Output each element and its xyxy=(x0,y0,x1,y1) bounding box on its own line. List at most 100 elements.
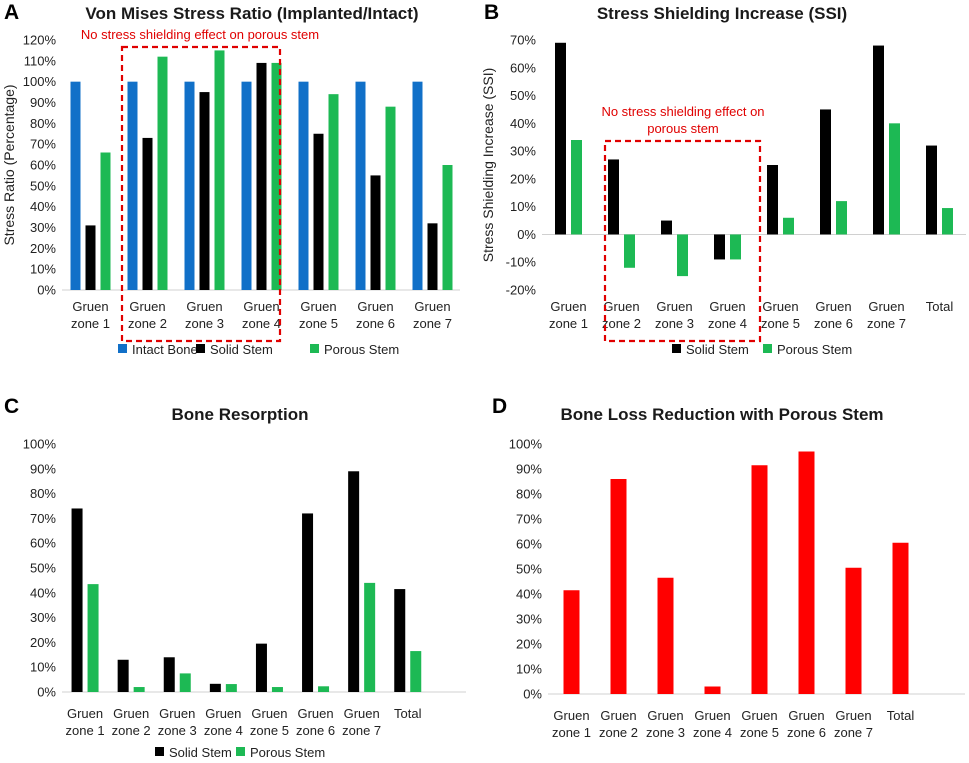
bar xyxy=(225,684,237,692)
legend-entry: Solid Stem xyxy=(210,342,273,357)
y-tick-label: 70% xyxy=(30,511,56,526)
chart-panel-c: C Bone Resorption 0% 10% 20% 30% 40% 50% 60% 70% 8… xyxy=(4,395,466,760)
panel-letter: A xyxy=(4,1,19,24)
bar xyxy=(157,56,168,290)
category-label: Gruen xyxy=(762,299,798,314)
category-label: Gruen xyxy=(72,299,108,314)
legend-swatch xyxy=(672,344,681,353)
category-label: zone 4 xyxy=(242,316,281,331)
legend-swatch xyxy=(118,344,127,353)
bar xyxy=(730,234,741,260)
legend-entry: Intact Bone xyxy=(132,342,198,357)
bar xyxy=(571,140,582,235)
category-label: Gruen xyxy=(788,708,824,723)
category-label: Gruen xyxy=(186,299,222,314)
category-label: zone 6 xyxy=(787,725,826,740)
y-tick-label: 0% xyxy=(517,227,536,242)
y-tick-label: -10% xyxy=(506,255,537,270)
bar xyxy=(608,159,619,235)
bar xyxy=(873,45,884,235)
category-label: zone 4 xyxy=(204,723,243,738)
chart-panel-a: A Von Mises Stress Ratio (Implanted/Intac… xyxy=(1,1,460,357)
category-label: Gruen xyxy=(67,706,103,721)
category-label: Gruen xyxy=(113,706,149,721)
bar xyxy=(70,81,81,291)
bar xyxy=(100,152,111,290)
bar xyxy=(942,208,953,235)
category-label: Gruen xyxy=(251,706,287,721)
y-tick-label: 20% xyxy=(30,241,56,256)
bar xyxy=(271,687,283,692)
y-tick-label: 110% xyxy=(24,53,57,68)
y-tick-label: 10% xyxy=(30,262,56,277)
category-label: zone 2 xyxy=(128,316,167,331)
panel-letter: D xyxy=(492,395,507,418)
bar xyxy=(926,145,937,235)
category-label: zone 2 xyxy=(602,316,641,331)
chart-panel-d: D Bone Loss Reduction with Porous Stem 0% 1… xyxy=(492,395,965,740)
bar xyxy=(767,165,778,235)
category-label: zone 3 xyxy=(158,723,197,738)
y-tick-label: 60% xyxy=(30,536,56,551)
category-label: zone 6 xyxy=(296,723,335,738)
bar xyxy=(661,220,672,235)
category-label: Gruen xyxy=(344,706,380,721)
category-label: Gruen xyxy=(647,708,683,723)
annotation-text: No stress shielding effect on porous ste… xyxy=(81,27,319,42)
bar xyxy=(845,567,862,694)
y-tick-label: 40% xyxy=(510,116,536,131)
bar xyxy=(256,62,267,290)
category-label: Gruen xyxy=(297,706,333,721)
annotation-box xyxy=(120,45,282,343)
bar xyxy=(271,62,282,290)
y-tick-label: 30% xyxy=(516,612,542,627)
y-tick-label: -20% xyxy=(506,283,537,298)
y-tick-label: 70% xyxy=(30,137,56,152)
chart-title: Von Mises Stress Ratio (Implanted/Intact… xyxy=(85,4,418,23)
category-label: zone 5 xyxy=(299,316,338,331)
category-label: zone 7 xyxy=(834,725,873,740)
y-tick-label: 70% xyxy=(510,33,536,48)
category-label: Gruen xyxy=(694,708,730,723)
category-label: zone 4 xyxy=(693,725,732,740)
bar xyxy=(87,584,99,692)
bar xyxy=(133,687,145,692)
bar xyxy=(199,92,210,290)
panel-letter: B xyxy=(484,1,499,24)
bar xyxy=(889,123,900,235)
y-tick-label: 100% xyxy=(23,74,57,89)
legend-entry: Porous Stem xyxy=(777,342,852,357)
y-tick-label: 90% xyxy=(30,95,56,110)
category-label: Gruen xyxy=(815,299,851,314)
legend-swatch xyxy=(763,344,772,353)
bar xyxy=(142,137,153,290)
category-label: zone 7 xyxy=(867,316,906,331)
category-label: zone 2 xyxy=(112,723,151,738)
category-label: zone 1 xyxy=(66,723,105,738)
annotation-box xyxy=(603,139,762,343)
legend-entry: Porous Stem xyxy=(324,342,399,357)
category-label: zone 1 xyxy=(71,316,110,331)
category-label: Gruen xyxy=(414,299,450,314)
y-tick-label: 50% xyxy=(516,562,542,577)
bar xyxy=(563,590,580,694)
y-axis-label: Stress Ratio (Percentage) xyxy=(1,84,17,245)
y-tick-label: 100% xyxy=(509,437,543,452)
category-label: Gruen xyxy=(553,708,589,723)
category-label: zone 3 xyxy=(185,316,224,331)
y-tick-label: 50% xyxy=(30,561,56,576)
category-label: zone 7 xyxy=(413,316,452,331)
category-label: Gruen xyxy=(159,706,195,721)
category-label: Gruen xyxy=(709,299,745,314)
category-label: Gruen xyxy=(357,299,393,314)
y-tick-label: 40% xyxy=(30,199,56,214)
legend-swatch xyxy=(196,344,205,353)
bar xyxy=(657,577,674,694)
category-label: Gruen xyxy=(550,299,586,314)
legend-swatch xyxy=(236,747,245,756)
bar xyxy=(385,106,396,291)
category-label: Gruen xyxy=(603,299,639,314)
bar xyxy=(71,508,83,692)
bar xyxy=(127,81,138,291)
